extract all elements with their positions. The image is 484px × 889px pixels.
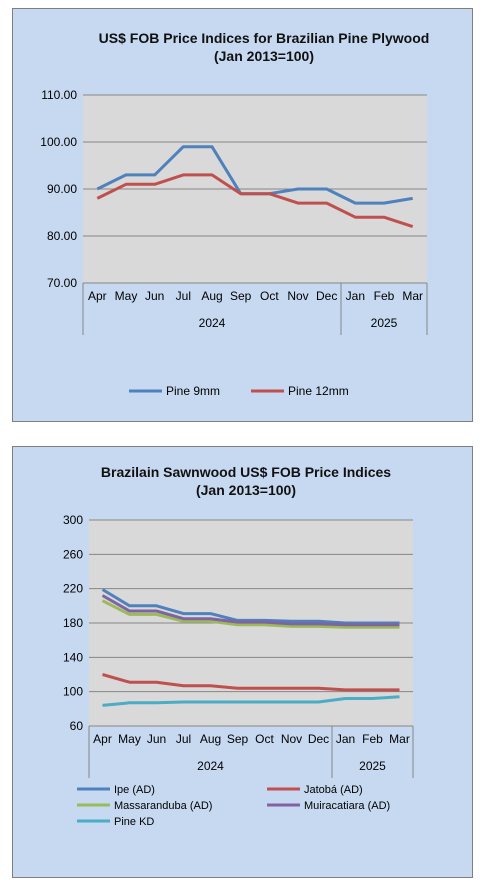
year-group-label: 2024 xyxy=(199,316,226,330)
x-tick-label: Jul xyxy=(176,732,191,746)
legend-label-muiracatiara-ad: Muiracatiara (AD) xyxy=(304,800,390,812)
y-tick-label: 70.00 xyxy=(47,276,77,290)
x-tick-label: Jun xyxy=(145,289,164,303)
chart-title-line-2: (Jan 2013=100) xyxy=(196,482,296,498)
y-tick-label: 60 xyxy=(70,719,84,733)
y-tick-label: 100.00 xyxy=(40,135,77,149)
chart-title-line-2: (Jan 2013=100) xyxy=(214,48,314,64)
legend-label-pine-9mm: Pine 9mm xyxy=(166,384,220,398)
series-line-jatoba-ad xyxy=(102,673,400,692)
year-group-label: 2025 xyxy=(371,316,398,330)
x-tick-label: Feb xyxy=(362,732,383,746)
x-tick-label: Apr xyxy=(88,289,107,303)
x-tick-label: Dec xyxy=(316,289,337,303)
x-tick-label: Oct xyxy=(255,732,274,746)
legend-label-pine-12mm: Pine 12mm xyxy=(288,384,349,398)
x-tick-label: Sep xyxy=(227,732,249,746)
x-tick-label: Jul xyxy=(176,289,191,303)
x-tick-label: Aug xyxy=(200,732,221,746)
plywood-chart-panel: US$ FOB Price Indices for Brazilian Pine… xyxy=(12,8,473,422)
legend-label-ipe-ad: Ipe (AD) xyxy=(114,784,155,796)
x-tick-label: Oct xyxy=(260,289,279,303)
x-tick-label: Mar xyxy=(389,732,410,746)
year-group-label: 2025 xyxy=(359,759,386,773)
y-tick-label: 100 xyxy=(63,685,83,699)
x-tick-label: May xyxy=(115,289,138,303)
year-group-label: 2024 xyxy=(197,759,224,773)
y-tick-label: 180 xyxy=(63,616,83,630)
series-line-ipe-ad xyxy=(101,588,400,625)
series-line-pine-12mm xyxy=(96,173,414,229)
sawnwood-price-chart: Brazilain Sawnwood US$ FOB Price Indices… xyxy=(63,464,414,828)
x-tick-label: Jun xyxy=(147,732,166,746)
x-tick-label: Dec xyxy=(308,732,329,746)
x-tick-label: May xyxy=(118,732,141,746)
legend-label-massaranduba-ad: Massaranduba (AD) xyxy=(114,800,212,812)
x-tick-label: Mar xyxy=(402,289,423,303)
chart-title-line-1: US$ FOB Price Indices for Brazilian Pine… xyxy=(99,30,430,46)
x-tick-label: Sep xyxy=(230,289,252,303)
x-tick-label: Jan xyxy=(346,289,365,303)
sawnwood-chart-panel: Brazilain Sawnwood US$ FOB Price Indices… xyxy=(12,446,473,878)
series-line-massaranduba-ad xyxy=(101,599,400,629)
y-tick-label: 220 xyxy=(63,582,83,596)
y-tick-label: 90.00 xyxy=(47,182,77,196)
y-tick-label: 300 xyxy=(63,513,83,527)
legend-label-jatoba-ad: Jatobá (AD) xyxy=(304,784,363,796)
y-tick-label: 260 xyxy=(63,547,83,561)
x-tick-label: Jan xyxy=(336,732,355,746)
series-line-muiracatiara-ad xyxy=(101,594,400,627)
plywood-price-chart: US$ FOB Price Indices for Brazilian Pine… xyxy=(40,30,430,398)
series-line-pine-kd xyxy=(102,695,400,707)
y-tick-label: 110.00 xyxy=(41,88,77,102)
x-tick-label: Feb xyxy=(374,289,395,303)
y-tick-label: 80.00 xyxy=(47,229,77,243)
y-tick-label: 140 xyxy=(63,650,83,664)
x-tick-label: Nov xyxy=(287,289,308,303)
x-tick-label: Nov xyxy=(281,732,302,746)
chart-title-line-1: Brazilain Sawnwood US$ FOB Price Indices xyxy=(101,464,391,480)
x-tick-label: Apr xyxy=(93,732,112,746)
x-tick-label: Aug xyxy=(201,289,222,303)
legend-label-pine-kd: Pine KD xyxy=(114,816,154,828)
